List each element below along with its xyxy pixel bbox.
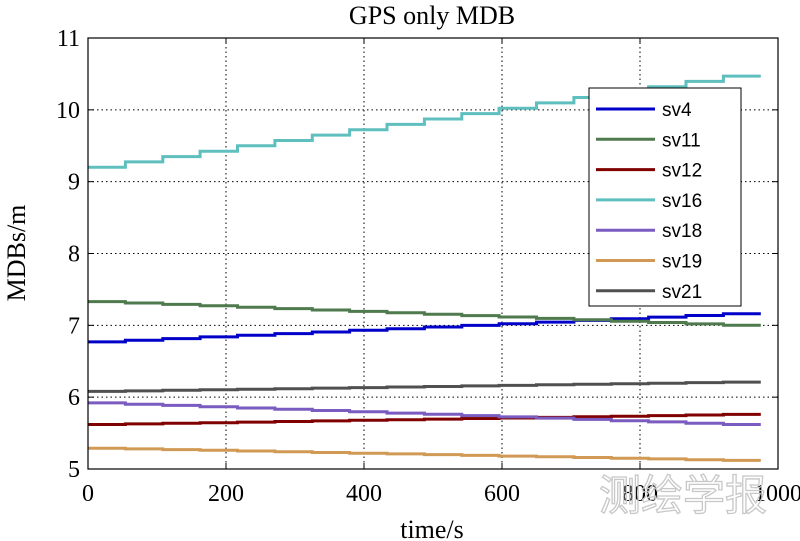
y-tick-label-3: 8 [68,242,80,268]
x-tick-label-4: 800 [622,481,658,507]
series-line-sv4 [88,312,761,344]
watermark-text: 测绘学报 [599,471,767,520]
legend-label-sv4: sv4 [662,100,692,121]
x-tick-label-5: 1000 [754,481,800,507]
series-line-sv21 [88,380,761,393]
ticks: 0 200 400 600 800 1000 5 6 7 8 9 10 11 [56,26,800,507]
series-line-sv12 [88,412,761,426]
y-tick-label-2: 7 [68,313,80,339]
series-layer [88,74,761,462]
x-tick-label-2: 400 [346,481,382,507]
series-line-sv19 [88,446,761,462]
legend-label-sv21: sv21 [662,282,702,303]
y-tick-label-6: 11 [57,26,80,52]
y-tick-label-1: 6 [68,385,80,411]
x-tick-label-0: 0 [82,481,94,507]
legend-label-sv12: sv12 [662,161,702,182]
series-line-sv11 [88,300,761,327]
y-tick-label-0: 5 [68,457,80,483]
legend-label-sv11: sv11 [662,130,701,151]
x-axis-title: time/s [400,515,464,541]
x-tick-label-3: 600 [484,481,520,507]
legend-label-sv16: sv16 [662,191,702,212]
legend: sv4 sv11 sv12 sv16 sv18 sv19 sv21 [588,87,742,307]
legend-box [588,87,742,307]
series-line-sv18 [88,401,761,426]
legend-label-sv19: sv19 [662,252,702,273]
y-tick-label-4: 9 [68,170,80,196]
legend-label-sv18: sv18 [662,221,702,242]
x-tick-label-1: 200 [208,481,244,507]
y-tick-label-5: 10 [56,98,80,124]
y-axis-title: MDBs/m [2,205,31,302]
chart-title: GPS only MDB [349,1,515,30]
